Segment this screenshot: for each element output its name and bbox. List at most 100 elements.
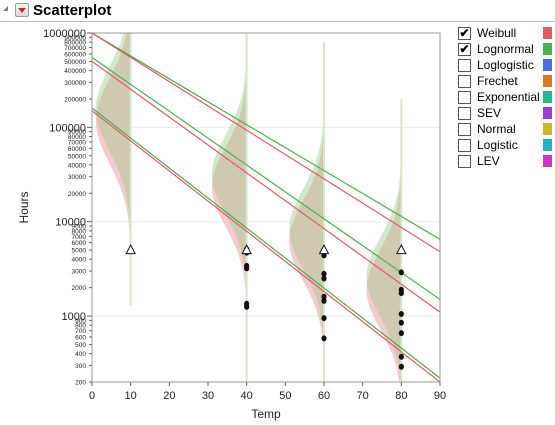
legend-color-swatch (543, 75, 552, 87)
legend-item-normal[interactable]: Normal (458, 122, 554, 138)
x-tick-label: 20 (163, 390, 175, 402)
density-overlap (367, 98, 402, 382)
x-tick-label: 40 (241, 390, 253, 402)
y-tick-label: 80000 (68, 134, 86, 141)
y-tick-label: 90000 (68, 129, 86, 136)
x-axis-title: Temp (251, 407, 281, 421)
density-overlap (289, 42, 324, 382)
disclosure-triangle-icon[interactable] (3, 6, 8, 11)
legend-checkbox[interactable]: ✔ (458, 26, 471, 40)
legend-item-weibull[interactable]: ✔ Weibull (458, 26, 554, 42)
legend-item-sev[interactable]: SEV (458, 106, 554, 122)
legend-label: Weibull (477, 26, 517, 40)
y-tick-label: 500000 (64, 59, 86, 66)
censored-point (241, 244, 252, 255)
legend-label: LEV (477, 154, 500, 168)
y-tick-label: 3000 (72, 269, 87, 276)
fit-line-layer (92, 33, 440, 382)
x-tick-label: 30 (202, 390, 214, 402)
y-tick-label: 6000 (72, 240, 87, 247)
data-point-layer (125, 244, 407, 370)
x-tick-label: 60 (318, 390, 330, 402)
legend-item-lognormal[interactable]: ✔ Lognormal (458, 42, 554, 58)
y-tick-label: 200000 (64, 96, 86, 103)
legend-checkbox[interactable]: ✔ (458, 42, 471, 56)
failure-point (398, 269, 404, 276)
y-tick-label: 400 (75, 351, 86, 358)
y-tick-label: 1000 (62, 311, 86, 323)
y-tick-label: 40000 (68, 162, 86, 169)
legend-color-swatch (543, 139, 552, 151)
legend-label: Lognormal (477, 42, 534, 56)
legend-checkbox[interactable] (458, 107, 471, 120)
failure-point (398, 353, 404, 360)
y-tick-label: 700 (75, 328, 86, 335)
x-tick-label: 0 (89, 390, 95, 402)
plot-frame (91, 32, 441, 383)
legend-color-swatch (543, 59, 552, 71)
legend-label: Logistic (477, 138, 518, 152)
density-layer (95, 33, 403, 382)
report-title: Scatterplot (33, 2, 112, 19)
fit-line-weibull (92, 33, 440, 253)
y-tick-label: 30000 (68, 174, 86, 181)
y-tick-label: 60000 (68, 146, 86, 153)
legend-checkbox[interactable] (458, 59, 471, 72)
censored-point (125, 244, 136, 255)
failure-point (244, 303, 250, 310)
legend-item-frechet[interactable]: Frechet (458, 74, 554, 90)
y-tick-label: 9000 (72, 224, 87, 231)
red-triangle-menu-button[interactable] (15, 3, 29, 17)
failure-point (398, 311, 404, 318)
failure-point (321, 275, 327, 282)
y-tick-label: 700000 (64, 45, 86, 52)
y-tick-label: 500 (75, 342, 86, 349)
failure-point (398, 330, 404, 337)
y-tick-label: 900 (75, 318, 86, 325)
fit-line-weibull (92, 60, 440, 313)
legend-color-swatch (543, 155, 552, 167)
y-tick-label: 800 (75, 323, 86, 330)
legend-color-swatch (543, 43, 552, 55)
legend-color-swatch (543, 107, 552, 119)
y-tick-label: 600000 (64, 51, 86, 58)
header-divider (0, 21, 555, 22)
legend-label: Exponential (477, 90, 540, 104)
failure-point (321, 315, 327, 322)
legend-item-exponential[interactable]: Exponential (458, 90, 554, 106)
x-tick-label: 70 (357, 390, 369, 402)
legend-checkbox[interactable] (458, 155, 471, 168)
axis-layer: 0 10 20 30 40 50 60 70 80 90200300400500600700800… (43, 28, 446, 402)
legend-label: SEV (477, 106, 502, 120)
legend-label: Normal (477, 122, 516, 136)
legend-checkbox[interactable] (458, 139, 471, 152)
failure-point (398, 319, 404, 326)
legend-item-loglogistic[interactable]: Loglogistic (458, 58, 554, 74)
censored-point (396, 244, 407, 255)
y-tick-label: 100000 (49, 122, 86, 134)
y-tick-label: 7000 (72, 234, 87, 241)
density-overlap (212, 33, 247, 382)
fit-line-weibull (92, 110, 440, 382)
failure-point (398, 290, 404, 297)
legend-item-lev[interactable]: LEV (458, 154, 554, 170)
y-tick-label: 50000 (68, 153, 86, 160)
y-tick-label: 200 (75, 380, 86, 387)
y-tick-label: 300000 (64, 80, 86, 87)
legend-checkbox[interactable] (458, 75, 471, 88)
y-tick-label: 300 (75, 363, 86, 370)
censored-point (318, 244, 330, 255)
failure-point (321, 270, 327, 277)
y-tick-label: 20000 (68, 191, 86, 198)
y-tick-label: 2000 (72, 285, 87, 292)
legend-item-logistic[interactable]: Logistic (458, 138, 554, 154)
legend-checkbox[interactable] (458, 123, 471, 136)
legend-checkbox[interactable] (458, 91, 471, 104)
legend-color-swatch (543, 27, 552, 39)
failure-point (244, 265, 250, 272)
y-tick-label: 800000 (64, 40, 86, 47)
x-tick-label: 50 (279, 390, 291, 402)
y-tick-label: 70000 (68, 139, 86, 146)
fit-line-lognormal (92, 107, 440, 379)
